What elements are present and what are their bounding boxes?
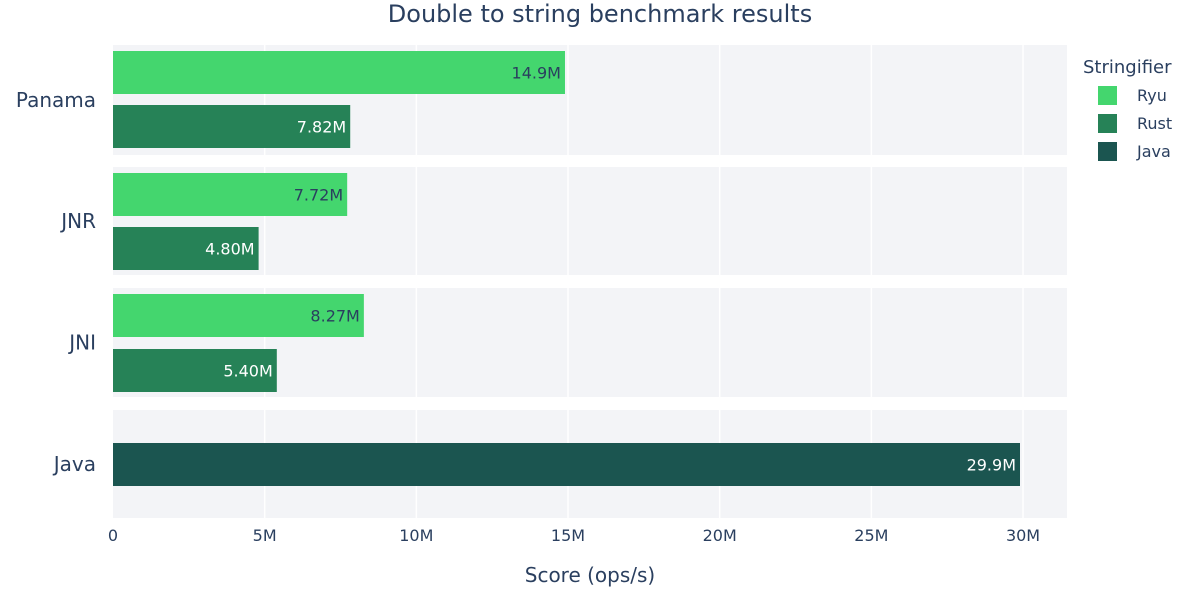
category-label: Panama	[16, 88, 96, 112]
legend-swatch	[1098, 142, 1117, 161]
category-label: JNR	[59, 209, 96, 233]
x-tick-label: 25M	[854, 526, 888, 545]
legend-label: Java	[1136, 142, 1171, 161]
bar-value-label: 7.82M	[297, 118, 346, 137]
category-label: JNI	[67, 331, 96, 355]
x-tick-label: 20M	[703, 526, 737, 545]
x-axis-title: Score (ops/s)	[525, 563, 656, 587]
x-tick-label: 30M	[1006, 526, 1040, 545]
x-tick-label: 5M	[253, 526, 277, 545]
legend-title: Stringifier	[1083, 57, 1172, 78]
legend-swatch	[1098, 86, 1117, 105]
category-label: Java	[52, 452, 96, 476]
bar	[113, 443, 1020, 486]
bar-value-label: 7.72M	[294, 186, 343, 205]
bar	[113, 294, 364, 337]
legend-label: Rust	[1137, 114, 1172, 133]
x-tick-label: 10M	[399, 526, 433, 545]
legend-label: Ryu	[1137, 86, 1167, 105]
legend-swatch	[1098, 114, 1117, 133]
bar	[113, 349, 277, 392]
bar-value-label: 5.40M	[223, 362, 272, 381]
bar-value-label: 14.9M	[512, 64, 561, 83]
bar-value-label: 8.27M	[310, 307, 359, 326]
x-tick-label: 15M	[551, 526, 585, 545]
legend: Stringifier Ryu Rust Java	[1083, 57, 1172, 161]
plot-area: 14.9M 7.82M Panama 7.72M 4.80M JNR 8.27M 5.40M J…	[16, 45, 1067, 545]
bar-value-label: 29.9M	[967, 456, 1016, 475]
bar-value-label: 4.80M	[205, 240, 254, 259]
chart-title: Double to string benchmark results	[388, 0, 812, 28]
x-tick-label: 0	[108, 526, 118, 545]
bar	[113, 51, 565, 94]
bar	[113, 105, 351, 148]
bar	[113, 227, 259, 270]
bar	[113, 173, 348, 216]
